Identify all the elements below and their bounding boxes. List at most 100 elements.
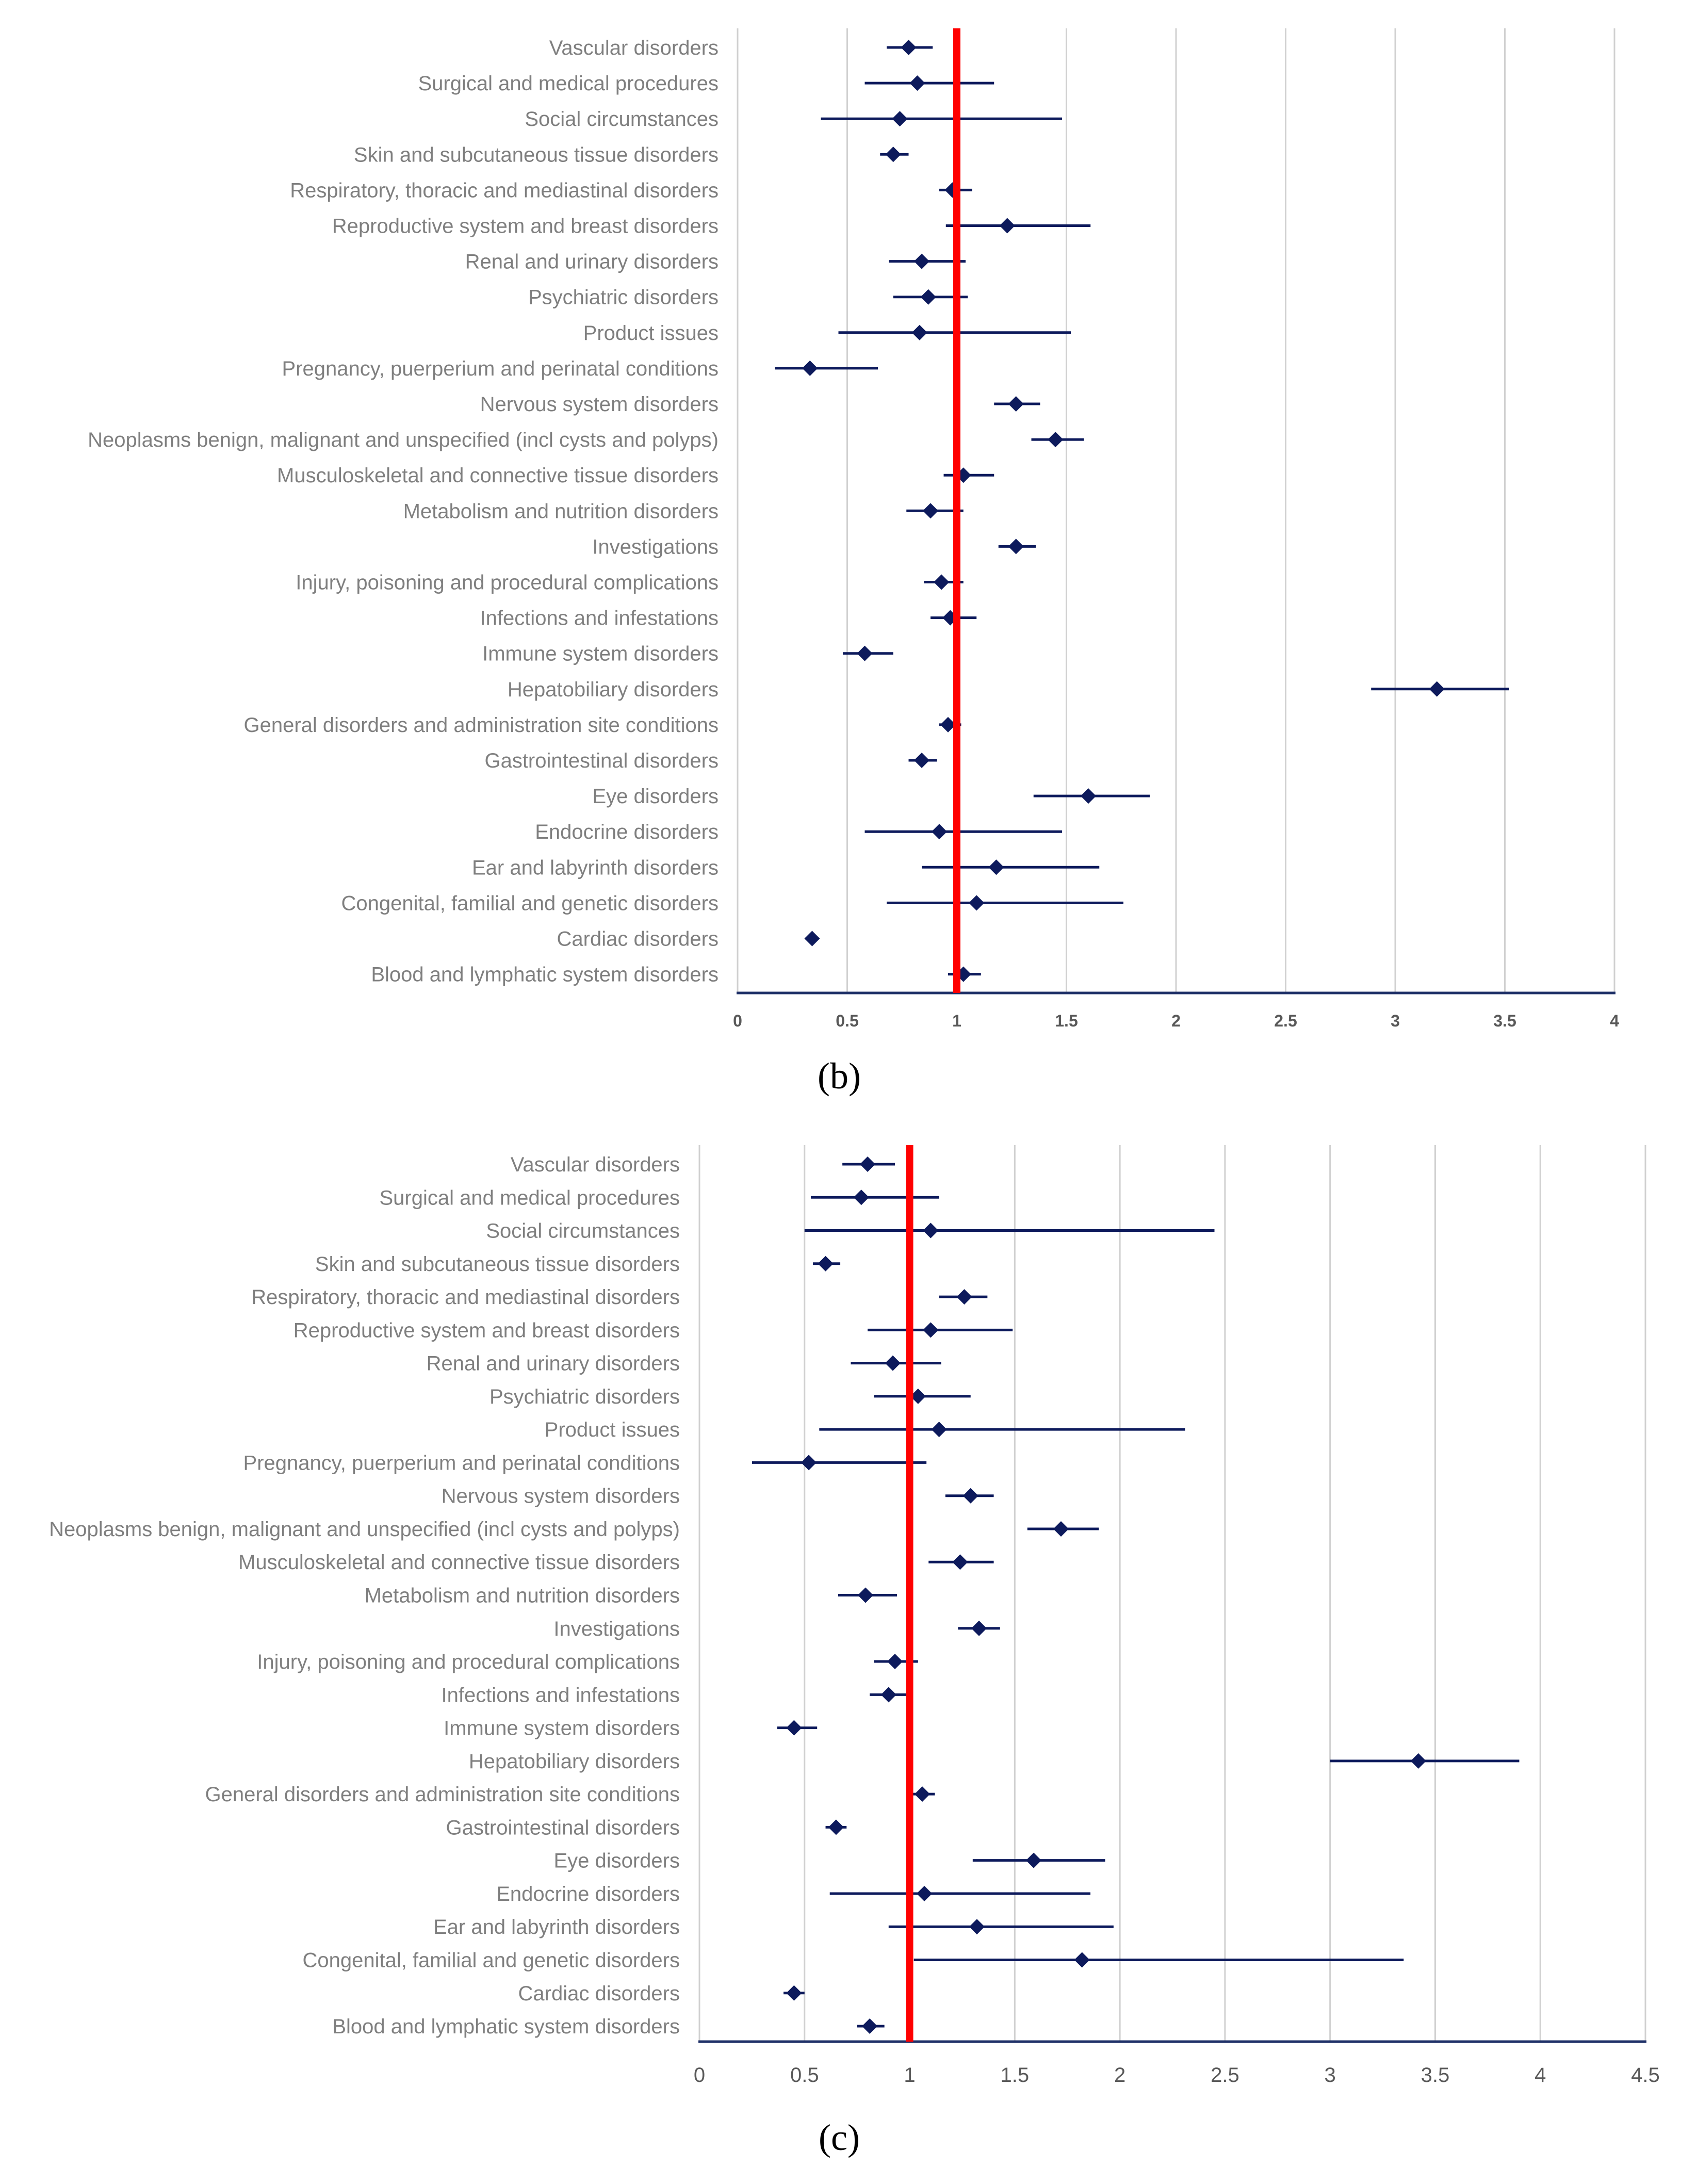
category-label-b-20: Gastrointestinal disorders bbox=[484, 749, 719, 772]
category-label-c-12: Musculoskeletal and connective tissue di… bbox=[238, 1551, 680, 1574]
x-tick-label-c-2: 1 bbox=[904, 2064, 915, 2087]
estimate-marker-b-0 bbox=[901, 40, 917, 55]
x-tick-label-c-1: 0.5 bbox=[790, 2064, 819, 2087]
estimate-marker-c-7 bbox=[910, 1388, 926, 1404]
category-label-c-7: Psychiatric disorders bbox=[489, 1386, 680, 1408]
estimate-marker-c-0 bbox=[860, 1156, 876, 1172]
estimate-marker-c-17 bbox=[786, 1720, 802, 1736]
x-tick-label-c-5: 2.5 bbox=[1211, 2064, 1239, 2087]
category-label-c-5: Reproductive system and breast disorders bbox=[293, 1319, 680, 1342]
category-label-c-21: Eye disorders bbox=[553, 1850, 680, 1872]
x-tick-label-b-5: 2.5 bbox=[1274, 1012, 1297, 1030]
category-label-c-16: Infections and infestations bbox=[441, 1684, 680, 1706]
category-label-c-26: Blood and lymphatic system disorders bbox=[332, 2015, 680, 2038]
estimate-marker-b-17 bbox=[857, 645, 873, 661]
category-label-b-0: Vascular disorders bbox=[549, 37, 719, 59]
category-label-b-6: Renal and urinary disorders bbox=[465, 251, 719, 273]
estimate-marker-c-4 bbox=[956, 1289, 972, 1305]
estimate-marker-c-5 bbox=[923, 1322, 939, 1338]
estimate-marker-b-25 bbox=[804, 931, 820, 947]
x-tick-label-c-0: 0 bbox=[694, 2064, 705, 2087]
category-label-c-18: Hepatobiliary disorders bbox=[469, 1750, 680, 1773]
estimate-marker-b-22 bbox=[932, 824, 947, 840]
estimate-marker-c-19 bbox=[915, 1786, 931, 1802]
estimate-marker-c-6 bbox=[885, 1355, 901, 1371]
estimate-marker-b-24 bbox=[969, 895, 985, 911]
category-label-b-21: Eye disorders bbox=[592, 785, 719, 808]
x-tick-label-c-8: 4 bbox=[1535, 2064, 1546, 2087]
category-label-b-15: Injury, poisoning and procedural complic… bbox=[296, 572, 719, 594]
estimate-marker-c-14 bbox=[971, 1620, 987, 1636]
category-label-b-12: Musculoskeletal and connective tissue di… bbox=[277, 464, 719, 487]
category-label-c-23: Ear and labyrinth disorders bbox=[433, 1916, 680, 1938]
category-label-c-14: Investigations bbox=[553, 1618, 680, 1640]
estimate-marker-c-23 bbox=[969, 1919, 985, 1935]
estimate-marker-b-23 bbox=[988, 859, 1004, 875]
estimate-marker-b-7 bbox=[920, 289, 936, 305]
category-label-b-19: General disorders and administration sit… bbox=[244, 714, 719, 737]
category-label-b-17: Immune system disorders bbox=[482, 643, 719, 665]
estimate-marker-b-15 bbox=[934, 574, 950, 590]
category-label-c-25: Cardiac disorders bbox=[518, 1982, 680, 2005]
category-label-c-19: General disorders and administration sit… bbox=[205, 1783, 680, 1806]
estimate-marker-c-8 bbox=[931, 1422, 947, 1438]
estimate-marker-c-24 bbox=[1074, 1952, 1090, 1968]
panel-c-label: (c) bbox=[819, 2117, 860, 2158]
category-label-c-8: Product issues bbox=[545, 1419, 680, 1441]
category-label-c-22: Endocrine disorders bbox=[496, 1883, 680, 1905]
category-label-c-11: Neoplasms benign, malignant and unspecif… bbox=[49, 1518, 680, 1541]
x-tick-label-c-4: 2 bbox=[1114, 2064, 1125, 2087]
x-tick-label-c-9: 4.5 bbox=[1631, 2064, 1660, 2087]
category-label-c-9: Pregnancy, puerperium and perinatal cond… bbox=[243, 1452, 680, 1474]
category-label-c-10: Nervous system disorders bbox=[442, 1485, 680, 1508]
estimate-marker-c-20 bbox=[828, 1819, 844, 1835]
category-label-c-2: Social circumstances bbox=[486, 1220, 680, 1243]
category-label-c-24: Congenital, familial and genetic disorde… bbox=[302, 1949, 680, 1971]
estimate-marker-b-19 bbox=[940, 716, 956, 732]
category-label-c-20: Gastrointestinal disorders bbox=[446, 1816, 680, 1839]
estimate-marker-c-10 bbox=[962, 1488, 978, 1504]
category-label-c-6: Renal and urinary disorders bbox=[427, 1352, 680, 1375]
category-label-b-14: Investigations bbox=[592, 535, 719, 558]
x-tick-label-b-4: 2 bbox=[1171, 1012, 1181, 1030]
category-label-b-4: Respiratory, thoracic and mediastinal di… bbox=[290, 179, 719, 202]
category-label-c-15: Injury, poisoning and procedural complic… bbox=[257, 1651, 680, 1673]
estimate-marker-c-3 bbox=[818, 1256, 834, 1272]
category-label-b-24: Congenital, familial and genetic disorde… bbox=[341, 892, 719, 915]
category-label-c-0: Vascular disorders bbox=[511, 1153, 680, 1176]
estimate-marker-b-6 bbox=[914, 253, 929, 269]
estimate-marker-c-12 bbox=[952, 1554, 968, 1570]
category-label-b-16: Infections and infestations bbox=[480, 607, 719, 630]
x-tick-label-b-2: 1 bbox=[952, 1012, 961, 1030]
category-label-b-22: Endocrine disorders bbox=[535, 821, 719, 843]
estimate-marker-b-13 bbox=[923, 503, 938, 519]
category-label-b-10: Nervous system disorders bbox=[480, 393, 719, 416]
estimate-marker-b-9 bbox=[802, 360, 818, 376]
category-label-b-13: Metabolism and nutrition disorders bbox=[403, 500, 719, 523]
panel-c-forest-plot: 0 0.5 1 1.5 2 2.5 3 3.5 4 4.5 Vascular disorders Su… bbox=[49, 1145, 1660, 2087]
x-tick-label-b-7: 3.5 bbox=[1493, 1012, 1516, 1030]
x-tick-label-c-3: 1.5 bbox=[1001, 2064, 1030, 2087]
category-label-b-5: Reproductive system and breast disorders bbox=[332, 215, 719, 238]
category-label-b-9: Pregnancy, puerperium and perinatal cond… bbox=[282, 357, 719, 380]
category-label-b-25: Cardiac disorders bbox=[557, 928, 719, 951]
estimate-marker-c-25 bbox=[786, 1985, 802, 2001]
estimate-marker-b-5 bbox=[999, 218, 1015, 234]
panel-b-forest-plot: 0 0.5 1 1.5 2 2.5 3 3.5 4 Vascular disorders Surgi… bbox=[88, 28, 1619, 1030]
category-label-b-26: Blood and lymphatic system disorders bbox=[371, 964, 719, 986]
category-label-c-4: Respiratory, thoracic and mediastinal di… bbox=[251, 1286, 680, 1309]
category-label-c-17: Immune system disorders bbox=[444, 1717, 680, 1740]
category-label-b-3: Skin and subcutaneous tissue disorders bbox=[354, 143, 719, 166]
category-label-b-7: Psychiatric disorders bbox=[528, 286, 719, 309]
x-tick-label-b-1: 0.5 bbox=[836, 1012, 858, 1030]
estimate-marker-b-11 bbox=[1048, 432, 1064, 448]
category-label-b-18: Hepatobiliary disorders bbox=[508, 678, 719, 701]
x-tick-label-b-8: 4 bbox=[1610, 1012, 1619, 1030]
estimate-marker-c-13 bbox=[857, 1587, 873, 1603]
x-tick-label-c-7: 3.5 bbox=[1421, 2064, 1450, 2087]
estimate-marker-c-21 bbox=[1026, 1852, 1042, 1868]
category-label-b-1: Surgical and medical procedures bbox=[418, 72, 719, 95]
category-label-b-11: Neoplasms benign, malignant and unspecif… bbox=[88, 429, 719, 451]
estimate-marker-b-3 bbox=[885, 146, 901, 162]
